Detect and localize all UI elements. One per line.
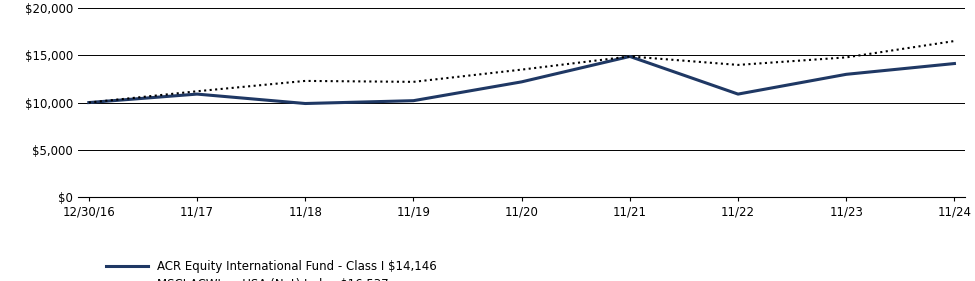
Legend: ACR Equity International Fund - Class I $14,146, MSCI ACWI ex USA (Net) Index $1: ACR Equity International Fund - Class I … bbox=[101, 255, 442, 281]
